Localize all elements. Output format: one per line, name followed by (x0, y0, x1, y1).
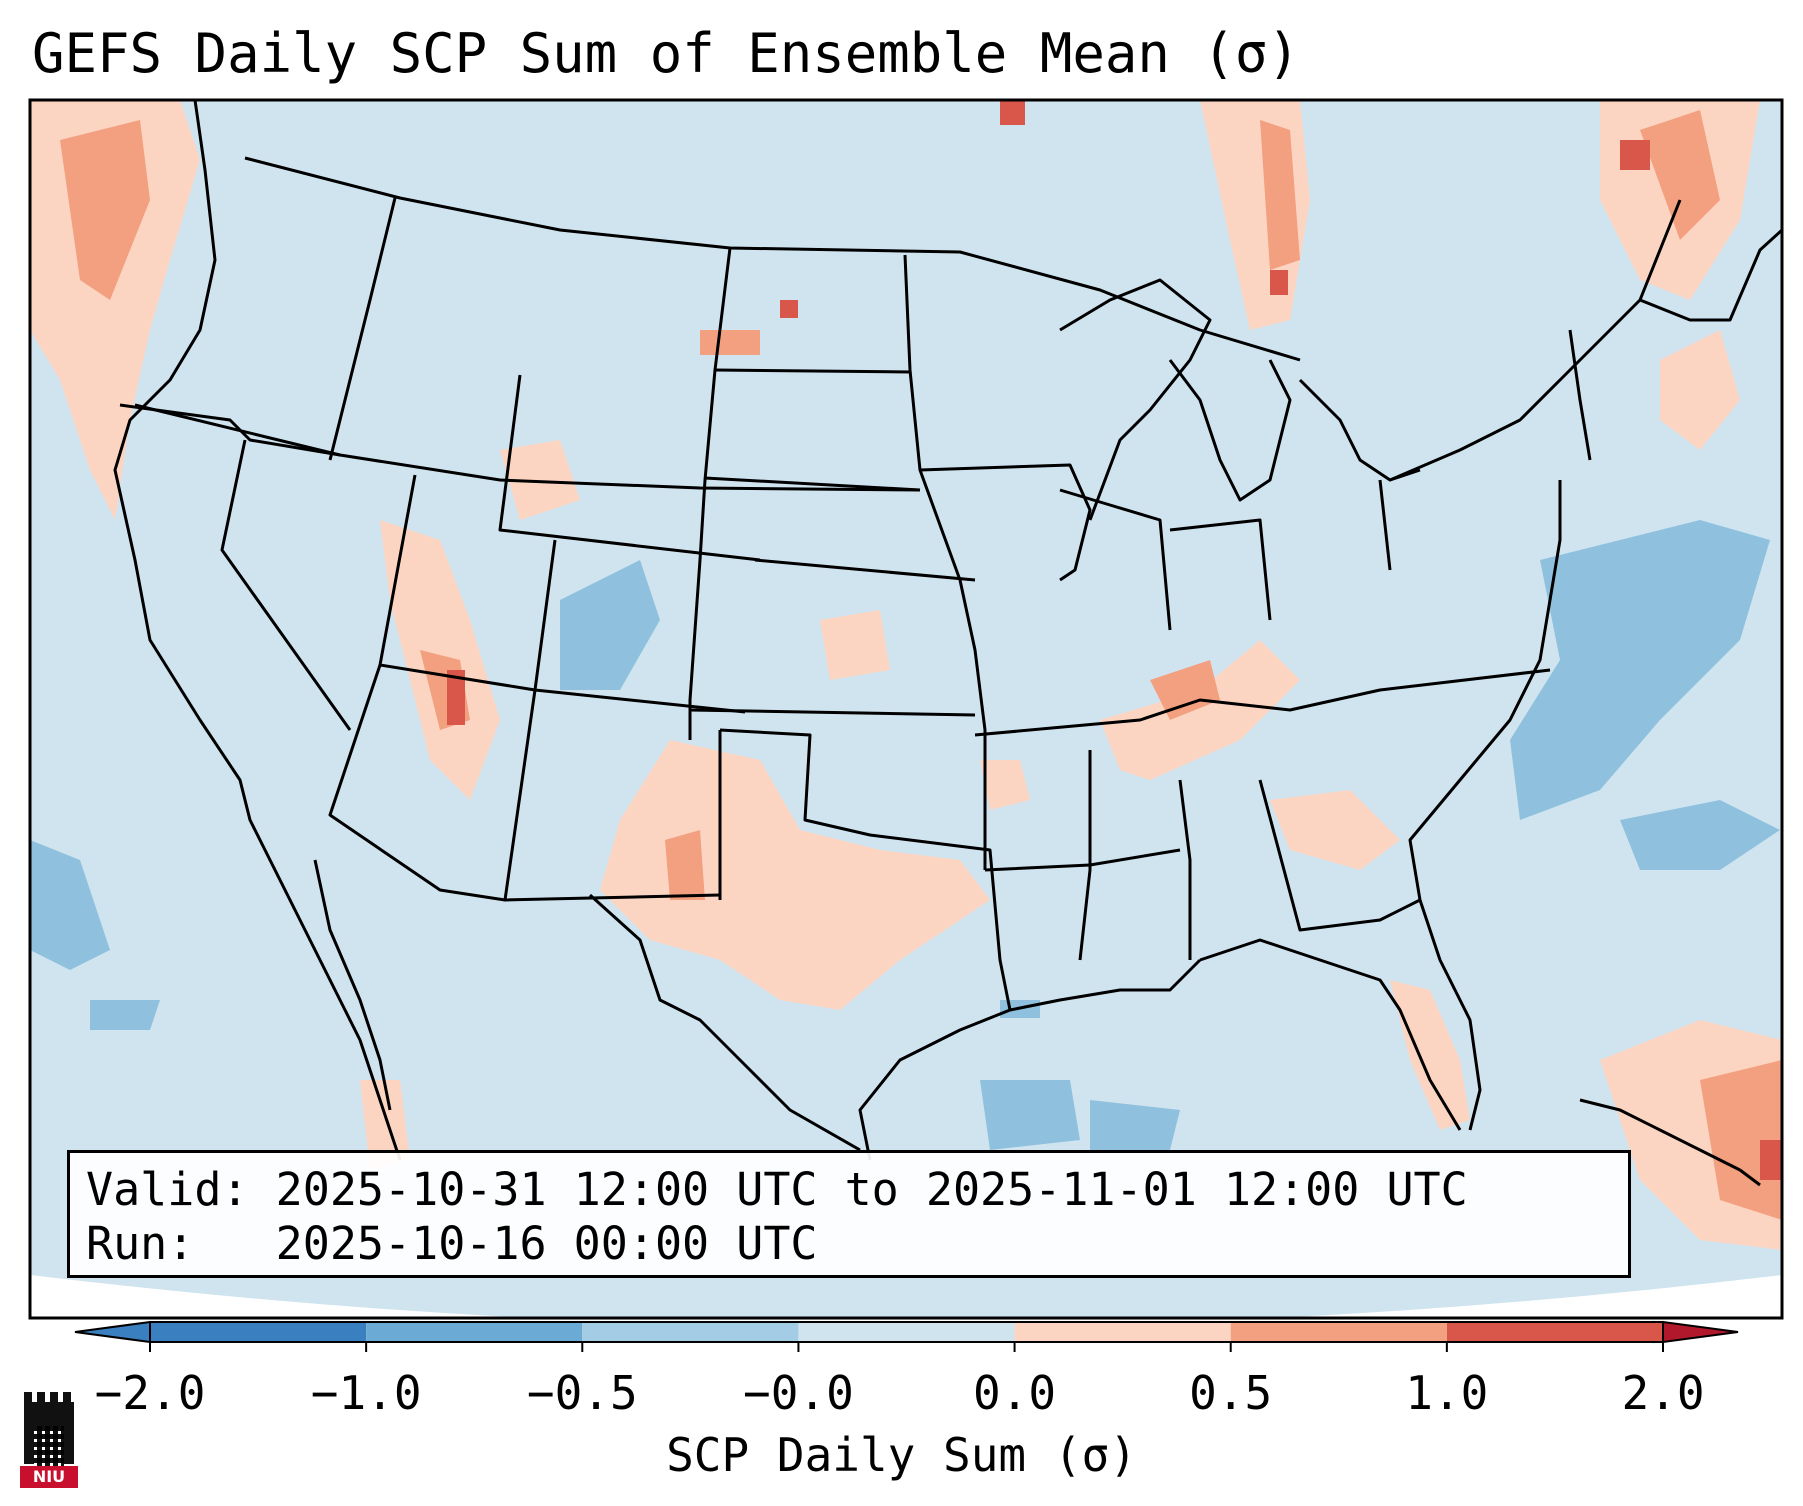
strong-anomaly-areas (447, 100, 1782, 1180)
negative-anomaly-areas (30, 520, 1780, 1150)
niu-logo: NIU (20, 1392, 78, 1490)
valid-label: Valid: (86, 1163, 249, 1216)
valid-value: 2025-10-31 12:00 UTC to 2025-11-01 12:00… (275, 1163, 1468, 1216)
projection-edge (30, 1275, 1782, 1318)
colorbar-tick-label: 2.0 (1621, 1366, 1705, 1420)
run-value: 2025-10-16 00:00 UTC (275, 1217, 818, 1270)
colorbar-label: SCP Daily Sum (σ) (666, 1428, 1137, 1482)
colorbar-tick-label: 0.0 (973, 1366, 1057, 1420)
run-label: Run: (86, 1217, 195, 1270)
validity-info-box: Valid: 2025-10-31 12:00 UTC to 2025-11-0… (67, 1150, 1631, 1278)
logo-text: NIU (20, 1466, 78, 1488)
boundaries (113, 100, 1782, 1187)
valid-row: Valid: 2025-10-31 12:00 UTC to 2025-11-0… (86, 1163, 1612, 1217)
chart-title: GEFS Daily SCP Sum of Ensemble Mean (σ) (32, 22, 1300, 85)
colorbar-tick-label: −0.0 (743, 1366, 854, 1420)
colorbar-tick-label: −2.0 (94, 1366, 206, 1420)
moderate-anomaly-areas (60, 110, 1782, 1220)
run-row: Run: 2025-10-16 00:00 UTC (86, 1217, 1612, 1271)
colorbar-tick-label: 1.0 (1405, 1366, 1489, 1420)
logo-tower-icon (24, 1392, 74, 1466)
colorbar-tick-label: −0.5 (526, 1366, 638, 1420)
colorbar-tick-label: −1.0 (310, 1366, 422, 1420)
colorbar-tick-label: 0.5 (1189, 1366, 1273, 1420)
